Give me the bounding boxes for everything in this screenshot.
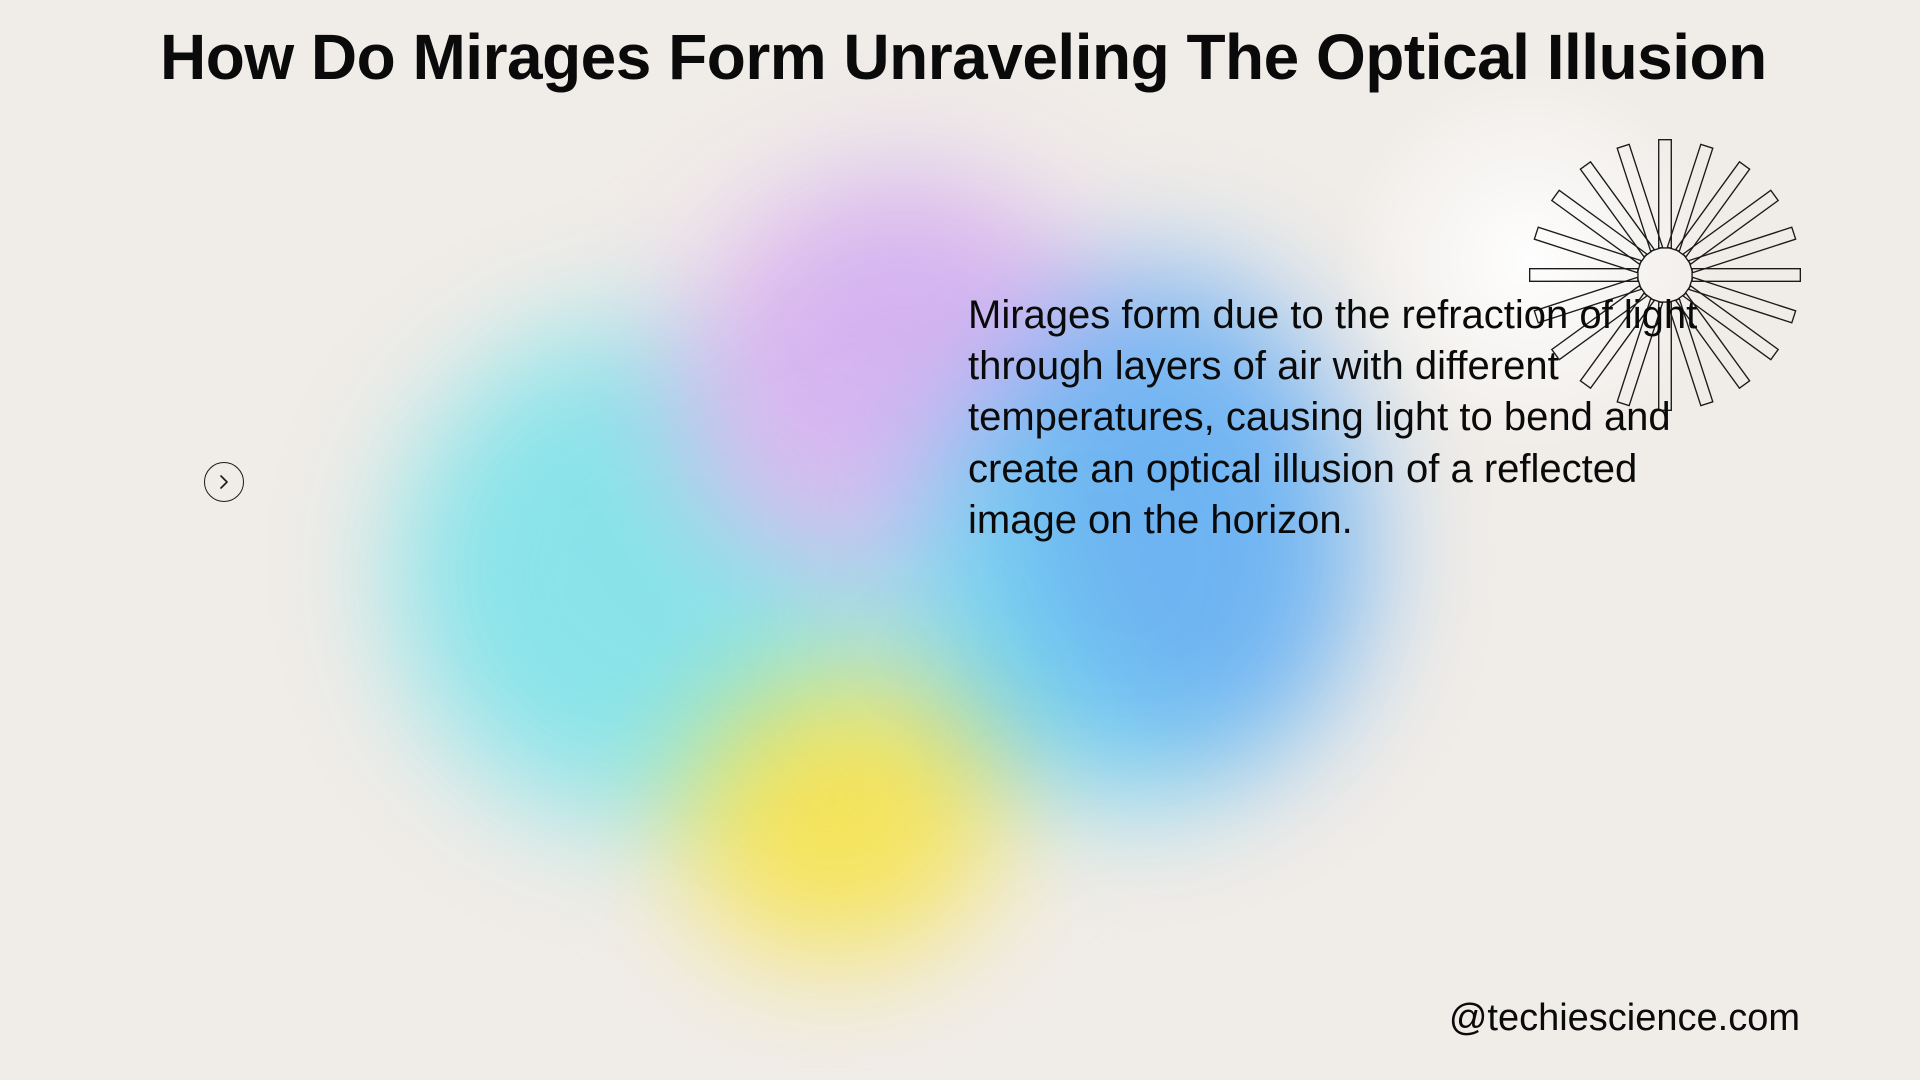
body-paragraph: Mirages form due to the refraction of li… (968, 290, 1708, 546)
next-arrow-button[interactable] (204, 462, 244, 502)
chevron-right-icon (219, 475, 229, 489)
attribution-text: @techiescience.com (1449, 997, 1800, 1040)
page-title: How Do Mirages Form Unraveling The Optic… (160, 20, 1767, 94)
